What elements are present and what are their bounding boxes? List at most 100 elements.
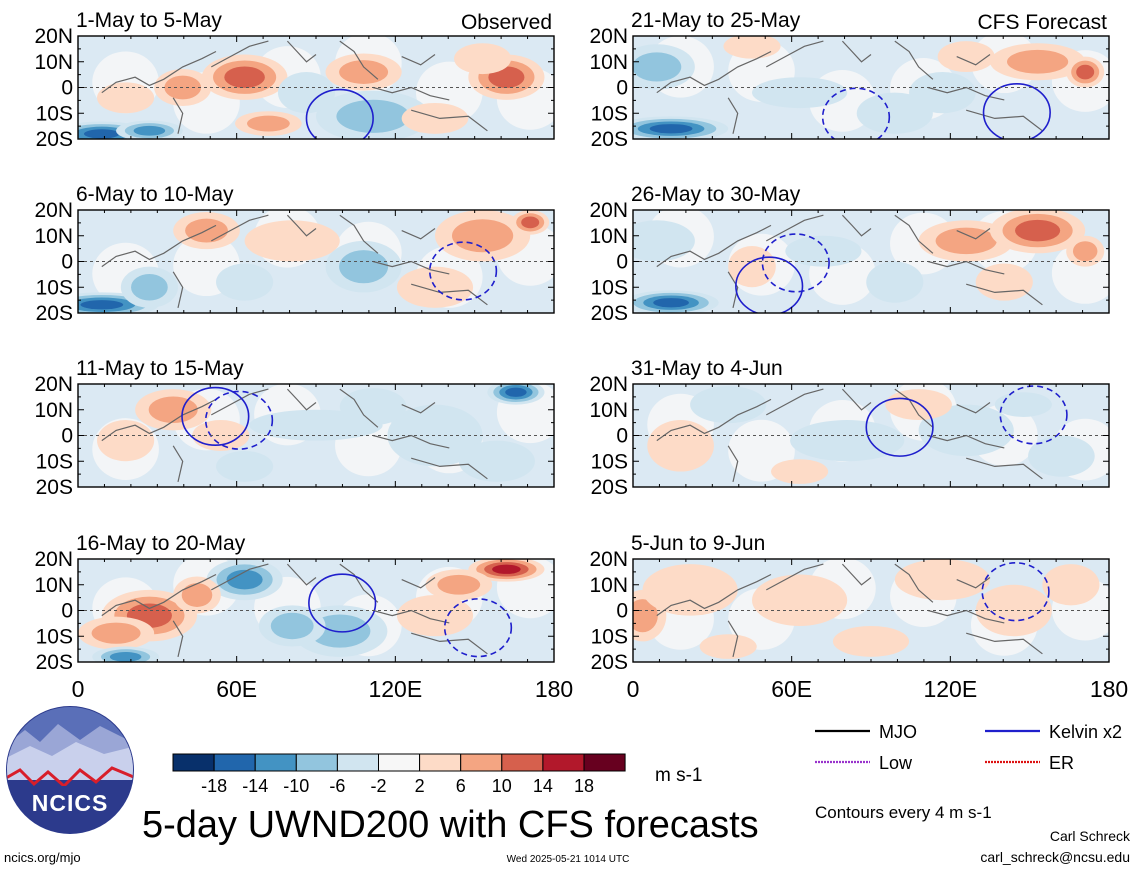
colorbar-swatch — [419, 753, 462, 772]
lat-tick-label: 20S — [591, 651, 628, 674]
anomaly-blob — [80, 300, 124, 310]
lat-tick-label: 10N — [34, 399, 73, 422]
kelvin-contour — [982, 82, 1051, 139]
lon-tick-label: 120E — [368, 676, 422, 702]
colorbar-label: -10 — [283, 776, 309, 796]
anomaly-blob — [633, 599, 658, 633]
lat-tick-label: 0 — [616, 425, 628, 448]
anomaly-blob — [91, 622, 141, 644]
lat-tick-label: 0 — [61, 77, 73, 100]
anomaly-blob — [728, 246, 776, 288]
panel-title: 6-May to 10-May — [76, 183, 234, 206]
lat-tick-label: 0 — [616, 600, 628, 623]
anomaly-blob — [270, 612, 314, 640]
anomaly-blob — [1072, 241, 1098, 262]
lat-tick-label: 20S — [36, 128, 73, 151]
colorbar-swatch — [378, 753, 421, 772]
lon-tick-label: 60E — [216, 676, 257, 702]
anomaly-blob — [339, 388, 407, 426]
lat-tick-label: 20S — [36, 476, 73, 499]
anomaly-blob — [339, 250, 389, 284]
anomaly-blob — [216, 450, 274, 482]
kelvin-contour — [305, 88, 374, 139]
lat-tick-label: 10S — [36, 450, 73, 473]
kelvin-contour — [735, 256, 804, 313]
anomaly-blob — [690, 386, 767, 424]
lat-tick-label: 20N — [589, 199, 628, 222]
anomaly-blob — [437, 574, 481, 595]
panel-title: 1-May to 5-May — [76, 9, 222, 32]
colorbar-swatch — [542, 753, 585, 772]
lat-tick-label: 10N — [34, 574, 73, 597]
colorbar-label: 18 — [574, 776, 594, 796]
lat-tick-label: 10S — [591, 450, 628, 473]
lat-tick-label: 10N — [34, 51, 73, 74]
panel-title: 31-May to 4-Jun — [631, 357, 783, 380]
panel-title: 11-May to 15-May — [76, 357, 244, 380]
anomaly-blob — [909, 72, 976, 114]
anomaly-blob — [752, 574, 848, 626]
anomaly-blob — [723, 36, 781, 59]
anomaly-blob — [97, 82, 155, 114]
lat-tick-label: 10S — [36, 102, 73, 125]
anomaly-blob — [83, 129, 120, 139]
kelvin-contour — [865, 397, 934, 457]
anomaly-blob — [1015, 219, 1061, 242]
anomaly-blob — [148, 396, 198, 423]
colorbar-units: m s-1 — [655, 765, 703, 786]
lon-tick-label: 0 — [627, 676, 640, 702]
anomaly-blob — [521, 216, 540, 229]
anomaly-blob — [832, 625, 910, 657]
panel-title: 16-May to 20-May — [76, 532, 246, 555]
colorbar-swatch — [172, 753, 215, 772]
footer-author: Carl Schreck — [1050, 828, 1131, 844]
lat-tick-label: 20S — [591, 128, 628, 151]
anomaly-blob — [647, 420, 714, 472]
coastline — [101, 563, 488, 658]
lat-tick-label: 20N — [34, 25, 73, 48]
legend: MJO Kelvin x2 Low ER — [815, 722, 1122, 773]
panel-title: 21-May to 25-May — [631, 9, 801, 32]
anomaly-blob — [1076, 64, 1095, 80]
anomaly-blob — [244, 220, 340, 262]
coastline — [656, 563, 1043, 658]
coastline — [101, 388, 488, 483]
colorbar-label: -14 — [242, 776, 268, 796]
colorbar-label: 14 — [533, 776, 553, 796]
anomaly-blob — [699, 634, 757, 659]
anomaly-blob — [109, 651, 142, 662]
colorbar-swatch — [460, 753, 503, 772]
anomaly-blob — [653, 298, 689, 308]
contour-note: Contours every 4 m s-1 — [815, 803, 992, 822]
anomaly-blob — [505, 387, 527, 397]
logo-text: NCICS — [32, 790, 109, 816]
anomaly-blob — [918, 404, 1014, 457]
lat-tick-label: 10S — [591, 102, 628, 125]
anomaly-blob — [452, 219, 514, 253]
lat-tick-label: 10S — [36, 625, 73, 648]
anomaly-blob — [131, 274, 168, 301]
panel-source-tag: Observed — [461, 11, 552, 34]
anomaly-blob — [1028, 435, 1095, 477]
legend-label: MJO — [879, 722, 917, 742]
lat-tick-label: 10N — [589, 225, 628, 248]
footer-url: ncics.org/mjo — [4, 850, 81, 865]
anomaly-blob — [935, 227, 997, 255]
colorbar: -18 -14 -10 -6 -2 2 6 10 14 18 — [172, 753, 626, 796]
legend-label: Low — [879, 753, 913, 773]
lon-tick-label: 180 — [1090, 676, 1128, 702]
kelvin-contour — [999, 385, 1068, 445]
colorbar-swatch — [254, 753, 297, 772]
colorbar-label: 2 — [415, 776, 425, 796]
colorbar-label: -6 — [329, 776, 345, 796]
lat-tick-label: 20S — [36, 651, 73, 674]
anomaly-blob — [181, 583, 213, 607]
colorbar-swatch — [295, 753, 338, 772]
lat-tick-label: 0 — [616, 251, 628, 274]
lat-tick-label: 10N — [589, 399, 628, 422]
anomaly-blob — [454, 43, 512, 75]
